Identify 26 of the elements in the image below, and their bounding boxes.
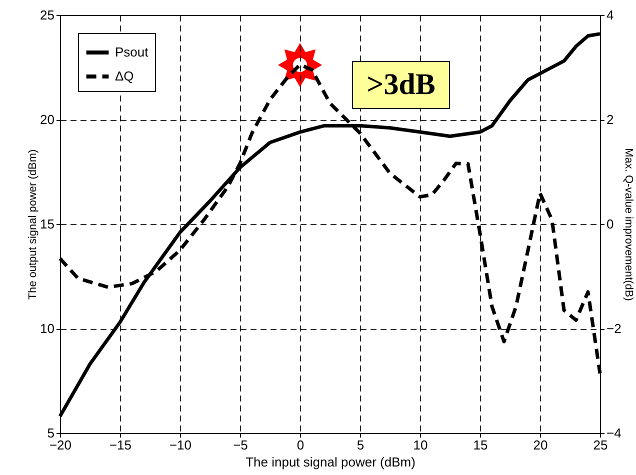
x-tick-label: 20 bbox=[533, 438, 548, 452]
x-tick-label: 5 bbox=[356, 438, 364, 452]
x-axis-title: The input signal power (dBm) bbox=[246, 454, 416, 470]
x-tick-label: −5 bbox=[233, 438, 248, 452]
legend-label: Psout bbox=[115, 44, 149, 60]
x-tick-label: −10 bbox=[169, 438, 192, 452]
y2-tick-label: 0 bbox=[606, 216, 614, 232]
y-tick-label: 10 bbox=[40, 321, 54, 336]
y2-tick-label: −2 bbox=[606, 321, 622, 336]
x-tick-label: −15 bbox=[109, 438, 132, 452]
annotation: >3dB bbox=[352, 60, 450, 109]
y-tick-label: 15 bbox=[40, 216, 54, 232]
y2-tick-label: 2 bbox=[606, 112, 614, 127]
y2-tick-label: −4 bbox=[606, 426, 622, 440]
y2-axis-title: Max. Q-value improvement(dB) bbox=[622, 148, 634, 301]
y2-tick-label: 4 bbox=[606, 8, 614, 22]
x-tick-label: 15 bbox=[473, 438, 488, 452]
x-tick-label: −20 bbox=[49, 438, 72, 452]
x-tick-label: 0 bbox=[296, 438, 304, 452]
y-tick-label: 20 bbox=[40, 112, 54, 127]
y-tick-label: 5 bbox=[47, 426, 54, 440]
y-tick-label: 25 bbox=[40, 8, 54, 22]
y-axis-title: The output signal power (dBm) bbox=[27, 149, 40, 300]
legend-label: ΔQ bbox=[115, 68, 134, 84]
x-tick-label: 25 bbox=[593, 438, 608, 452]
x-tick-label: 10 bbox=[413, 438, 428, 452]
